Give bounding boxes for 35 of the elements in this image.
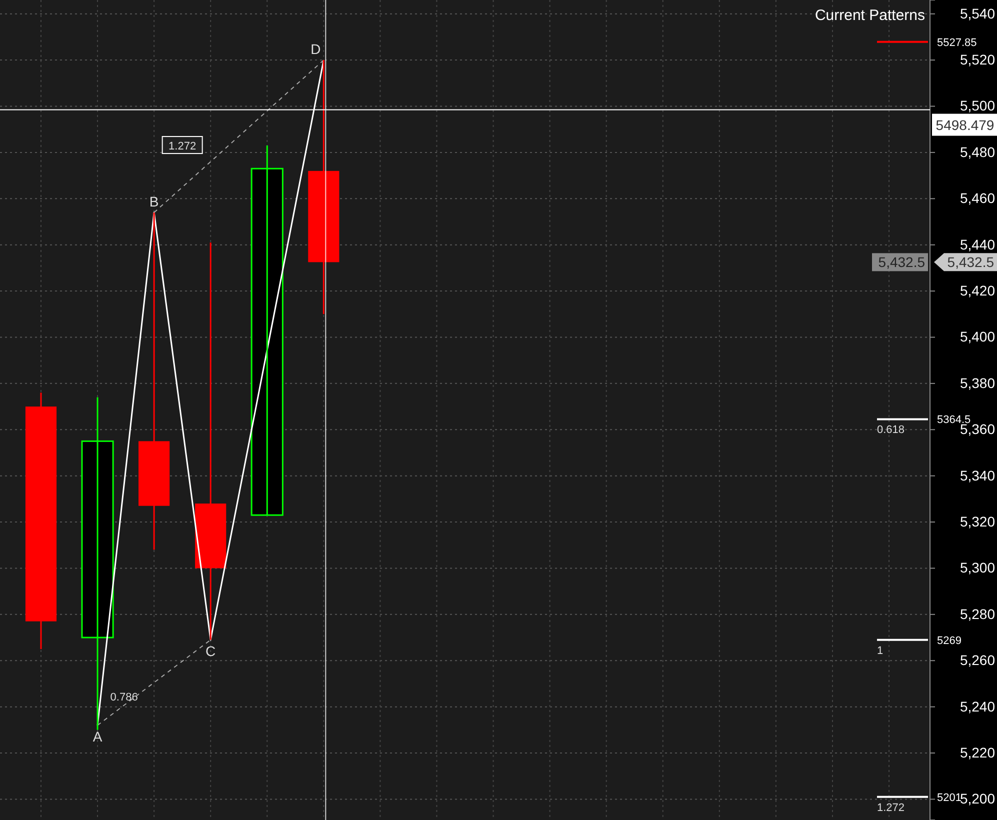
annotation: 1 [877, 644, 884, 657]
y-tick-label: 5,340 [960, 467, 996, 484]
y-tick-label: 5,220 [960, 744, 996, 760]
y-tick-label: 5,260 [960, 652, 996, 668]
annotation: B [149, 194, 159, 210]
annotation: 5,432.5 [878, 254, 926, 270]
annotation: D [310, 41, 321, 58]
y-tick-label: 5,520 [960, 52, 996, 68]
y-tick-label: 5,540 [960, 5, 996, 22]
y-tick-label: 5,440 [960, 236, 996, 252]
y-tick-label: 5,380 [960, 374, 996, 391]
annotation: 1.272 [877, 802, 905, 814]
annotation: A [92, 728, 103, 744]
y-tick-label: 5,240 [960, 698, 996, 714]
y-tick-label: 5,420 [960, 282, 996, 299]
annotation: 1.272 [168, 140, 196, 153]
y-tick-label: 5,320 [960, 514, 996, 530]
candlestick [308, 59, 340, 315]
candlestick [25, 392, 57, 650]
y-tick-label: 5,480 [960, 144, 996, 160]
y-tick-label: 5,280 [960, 606, 996, 622]
annotation: C [206, 642, 216, 659]
ref-line-label: 5498.479 [936, 116, 994, 133]
text: Current Patterns [814, 7, 925, 24]
annotation: 0.786 [110, 692, 138, 704]
y-tick-label: 5,200 [960, 790, 996, 807]
y-tick-label: 5,500 [960, 98, 996, 114]
ref-line-label: 5201 [937, 792, 962, 804]
y-tick-label: 5,460 [960, 190, 996, 206]
ref-line-label: 5527.85 [937, 36, 977, 49]
text: 5,432.5 [947, 254, 994, 270]
y-tick-label: 5,300 [960, 560, 996, 576]
ref-line-label: 5269 [937, 634, 962, 647]
annotation: 0.618 [877, 424, 905, 436]
y-tick-label: 5,400 [960, 328, 996, 345]
